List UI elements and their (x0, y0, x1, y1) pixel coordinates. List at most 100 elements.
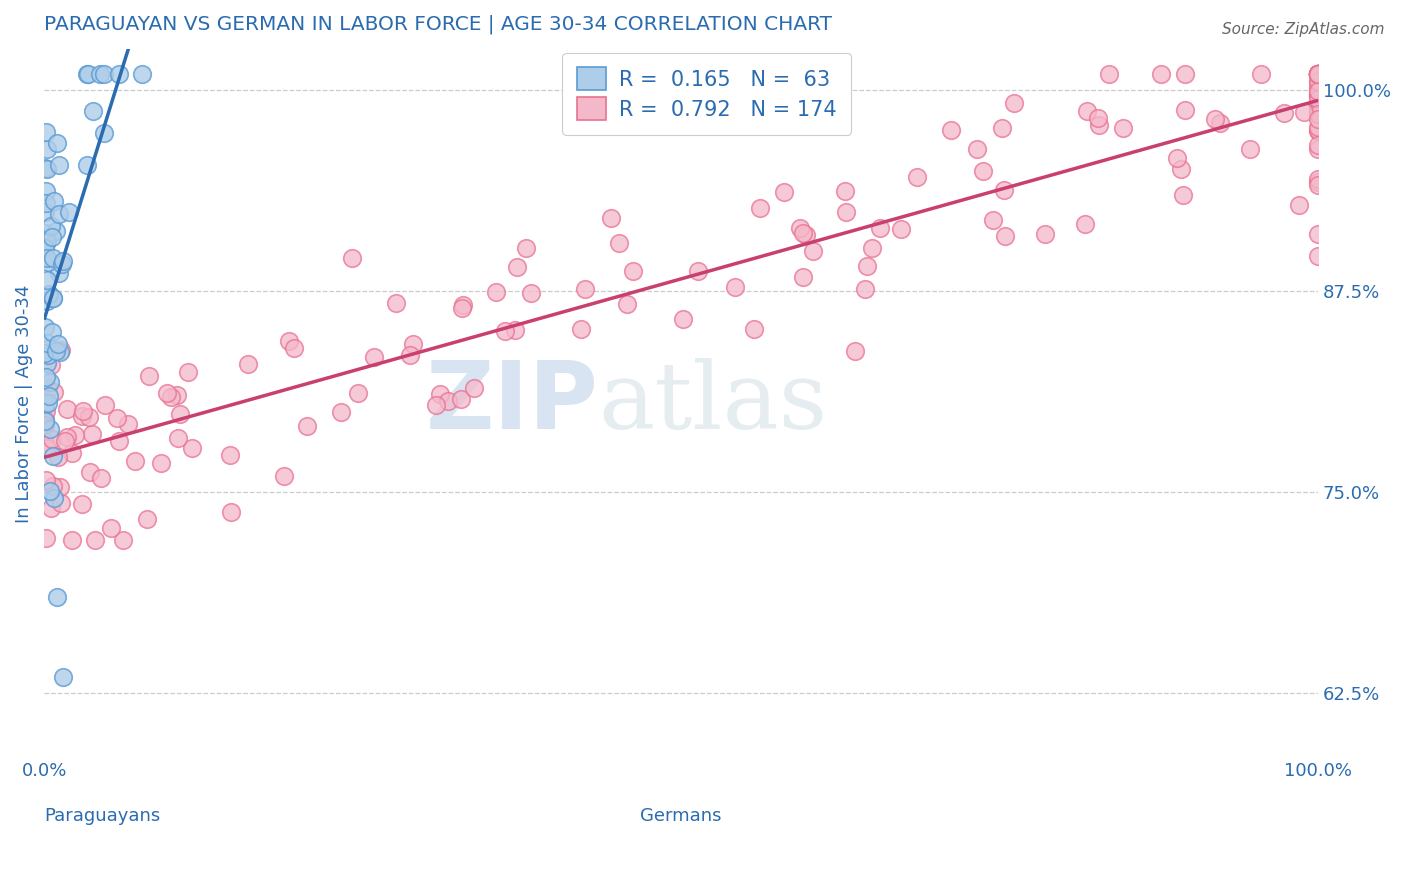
Point (1308, 66, 1330, 80)
Point (80, 427, 103, 442)
Point (34, 417, 56, 432)
Point (789, 221, 811, 235)
Point (131, 66, 153, 80)
Point (76, 66, 98, 80)
Point (105, 411, 128, 425)
Point (35, 370, 58, 384)
Point (70, 409, 93, 424)
Point (34, 319, 56, 334)
Point (991, 120, 1014, 135)
Point (1272, 105, 1295, 120)
Point (616, 296, 638, 310)
Point (35, 356, 58, 370)
Point (38, 388, 60, 402)
Point (46, 136, 69, 151)
Point (1308, 83, 1330, 97)
Point (520, 286, 543, 301)
Point (1308, 66, 1330, 80)
Point (834, 184, 856, 198)
Point (1308, 123, 1330, 137)
Point (724, 279, 747, 293)
Text: Paraguayans: Paraguayans (44, 807, 160, 825)
Point (52, 254, 75, 268)
Point (1308, 142, 1330, 156)
Point (1292, 105, 1315, 120)
Point (93, 66, 115, 80)
Point (1308, 66, 1330, 80)
Point (108, 66, 131, 80)
Point (1166, 151, 1188, 165)
Point (108, 434, 131, 448)
Point (742, 321, 765, 335)
Point (1076, 103, 1098, 118)
Point (58, 204, 80, 219)
Point (1308, 66, 1330, 80)
Point (34, 395, 56, 409)
Point (72, 404, 94, 418)
Point (494, 324, 516, 338)
Point (1204, 112, 1226, 126)
Point (1308, 66, 1330, 80)
Point (37, 442, 59, 456)
Point (792, 226, 814, 240)
Point (792, 270, 814, 285)
Point (342, 251, 364, 265)
Point (76, 158, 98, 172)
Point (53, 434, 76, 448)
Point (505, 260, 527, 275)
Point (34, 397, 56, 411)
Point (1074, 217, 1097, 231)
Point (34, 345, 56, 359)
Point (1308, 112, 1330, 126)
Point (451, 301, 474, 315)
Point (1150, 66, 1173, 80)
Point (76, 66, 98, 80)
Point (844, 343, 866, 358)
Point (503, 322, 526, 336)
Point (166, 388, 188, 402)
Point (1097, 66, 1119, 80)
Text: PARAGUAYAN VS GERMAN IN LABOR FORCE | AGE 30-34 CORRELATION CHART: PARAGUAYAN VS GERMAN IN LABOR FORCE | AG… (44, 15, 832, 35)
Point (972, 164, 994, 178)
Point (218, 448, 240, 462)
Point (35, 473, 58, 487)
Point (56, 401, 79, 416)
Text: Germans: Germans (640, 807, 721, 825)
Point (39, 358, 62, 372)
Point (1088, 118, 1111, 132)
Point (42, 251, 65, 265)
Point (1308, 99, 1330, 113)
Point (1308, 172, 1330, 186)
Point (77, 409, 100, 424)
Point (402, 337, 425, 351)
Point (159, 391, 181, 405)
Point (41, 325, 63, 339)
Point (49, 343, 72, 357)
Point (34, 226, 56, 240)
Point (429, 387, 451, 401)
Point (135, 512, 157, 526)
Point (42, 194, 65, 209)
Point (569, 322, 592, 336)
Point (1308, 66, 1330, 80)
Point (49, 496, 72, 510)
Point (981, 213, 1004, 227)
Point (111, 533, 134, 548)
Point (34, 161, 56, 176)
Point (124, 454, 146, 468)
Point (1308, 100, 1330, 114)
Point (48, 206, 70, 220)
Point (1174, 66, 1197, 80)
Point (1112, 120, 1135, 135)
Point (905, 169, 928, 184)
Point (60, 533, 83, 548)
Point (34, 531, 56, 545)
Point (273, 469, 295, 483)
Point (1308, 249, 1330, 263)
Point (34, 412, 56, 426)
Point (39, 484, 62, 499)
Point (39, 375, 62, 389)
Point (42, 291, 65, 305)
Point (941, 123, 963, 137)
Point (41, 432, 63, 446)
